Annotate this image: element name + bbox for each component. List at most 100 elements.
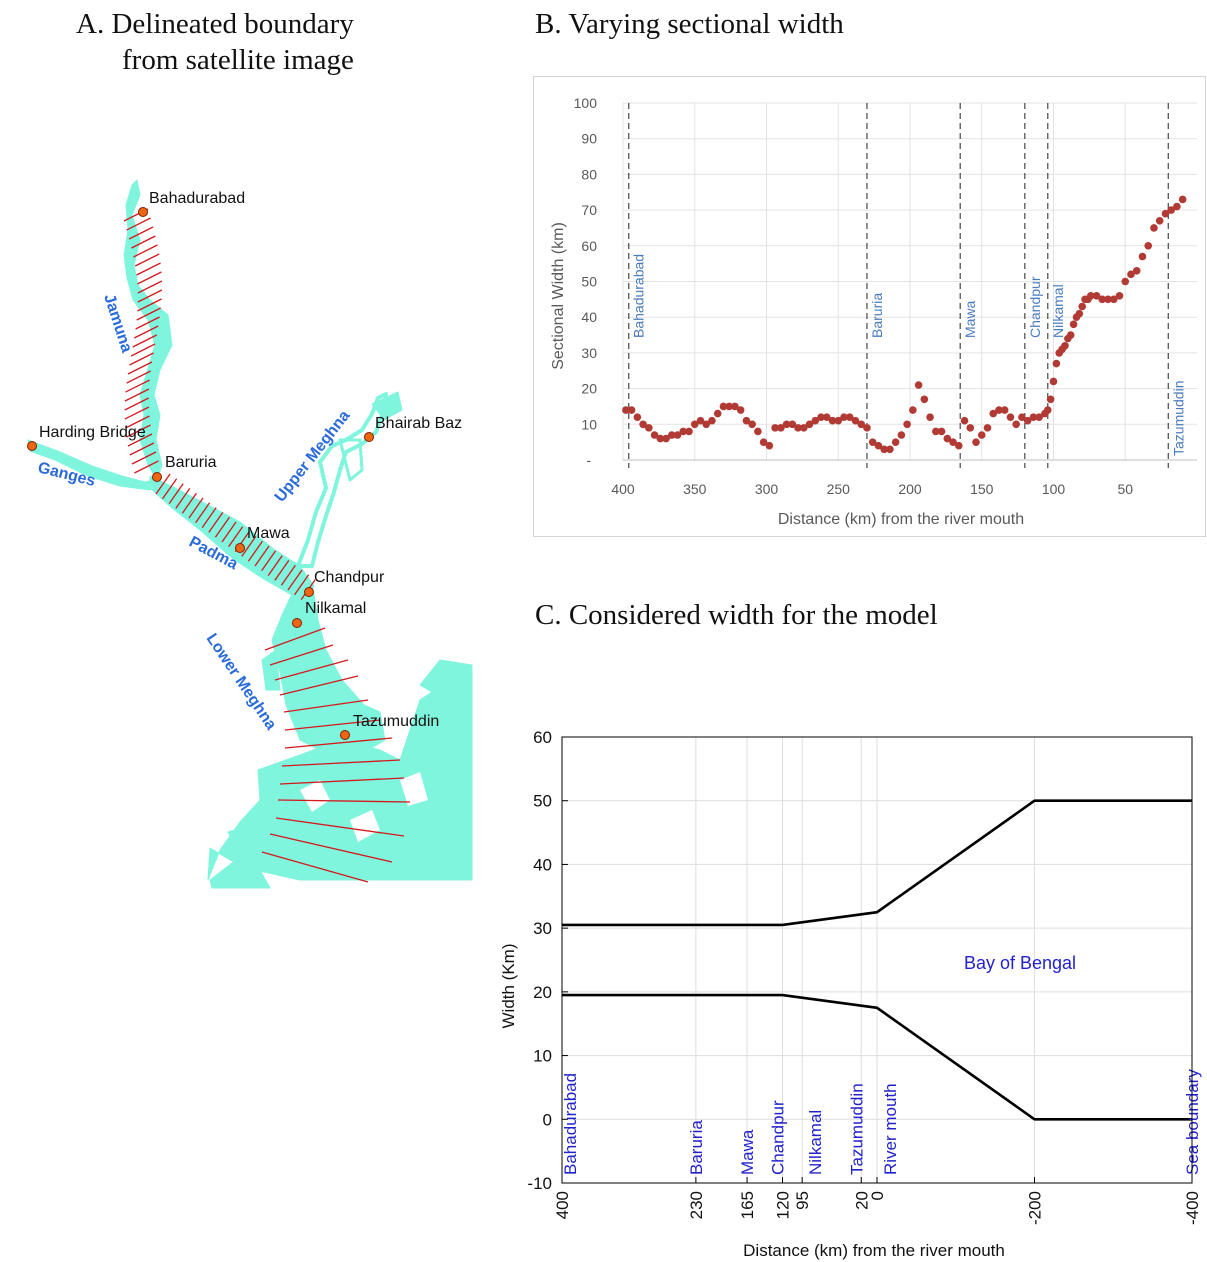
transect-line <box>155 473 171 495</box>
chart-b-point <box>1069 320 1078 329</box>
chart-b-point <box>949 438 957 446</box>
chart-b-point <box>1161 209 1170 218</box>
chart-b-y-tick: 100 <box>574 95 598 111</box>
chart-b-point <box>1178 195 1187 204</box>
chart-c-y-tick: -10 <box>527 1174 552 1193</box>
chart-c-x-tick: -200 <box>1026 1191 1045 1225</box>
chart-b-point <box>1121 277 1130 286</box>
chart-b-y-tick: 10 <box>581 416 597 432</box>
chart-c-x-tick: -400 <box>1183 1191 1202 1225</box>
chart-c-series-line <box>562 799 1192 927</box>
chart-b-point <box>754 427 762 436</box>
chart-b-point <box>840 413 848 421</box>
chart-b-point <box>679 427 688 436</box>
station-label: Nilkamal <box>305 600 366 617</box>
chart-b-point <box>1052 359 1061 368</box>
chart-b-x-tick: 150 <box>970 481 994 497</box>
chart-b-tick-labels: 10 20 30 40 50 60 70 80 90 100 - 400 350 300 250 200 150… <box>574 95 1134 497</box>
chart-b-point <box>1029 413 1038 421</box>
chart-b-station-label: Nilkamal <box>1050 284 1066 338</box>
chart-c-station-label: Mawa <box>738 1129 757 1175</box>
chart-c-station-label: Chandpur <box>769 1100 788 1175</box>
station-label: Mawa <box>247 525 290 542</box>
chart-b-point <box>1000 406 1009 414</box>
transect-line <box>214 516 230 538</box>
chart-c-x-tick: 20 <box>852 1191 871 1210</box>
chart-c-annotation: Bay of Bengal <box>964 953 1076 973</box>
chart-c-series <box>562 799 1192 1121</box>
chart-b-grid <box>622 102 1197 461</box>
station-chandpur-marker <box>304 587 314 597</box>
chart-b-point <box>932 427 940 436</box>
chart-c-x-tick: 400 <box>553 1191 572 1219</box>
chart-c-grid <box>561 736 1193 1184</box>
chart-b-point <box>943 434 952 443</box>
chart-b-point <box>696 416 705 425</box>
lower-transects <box>261 627 411 883</box>
chart-b-point <box>690 420 699 429</box>
chart-b-point <box>627 406 636 414</box>
transect-line <box>125 379 150 393</box>
panel-a-title-line2: from satellite image <box>122 44 354 76</box>
chart-b-point <box>857 420 866 429</box>
chart-c-y-tick: 10 <box>533 1047 552 1066</box>
station-label: Harding Bridge <box>39 424 146 441</box>
chart-c-station-label: Tazumuddin <box>847 1083 866 1175</box>
chart-b-point <box>1115 291 1124 300</box>
station-markers <box>27 207 374 740</box>
chart-b-point <box>972 438 980 446</box>
chart-b-y-tick: 50 <box>581 274 597 290</box>
chart-b-point <box>851 416 860 425</box>
transect-lines <box>123 208 316 600</box>
chart-b-point <box>633 413 642 421</box>
transect-line <box>208 512 224 533</box>
station-label: Chandpur <box>314 569 385 586</box>
chart-b-y-tick: 40 <box>581 309 597 325</box>
chart-b-point <box>731 402 739 411</box>
chart-c-y-tick: 50 <box>533 792 552 811</box>
chart-b-point <box>765 441 774 450</box>
chart-c-y-tick: 30 <box>533 919 552 938</box>
chart-b-y-axis-label: Sectional Width (km) <box>550 222 567 370</box>
transect-line <box>133 244 158 258</box>
transect-line <box>134 253 160 267</box>
station-nilkamal-marker <box>292 618 302 628</box>
station-harding-bridge-marker <box>27 441 37 451</box>
chart-b-y-tick: - <box>586 452 591 468</box>
chart-c-x-tick: 0 <box>868 1191 887 1200</box>
chart-b-point <box>834 416 843 425</box>
chart-b-point <box>1132 266 1141 275</box>
chart-b-point <box>1049 377 1058 386</box>
chart-b-x-axis-label: Distance (km) from the river mouth <box>778 511 1024 528</box>
chart-b-point <box>777 424 785 432</box>
chart-b-point <box>817 413 825 421</box>
chart-b-point <box>800 424 808 432</box>
transect-line <box>136 262 161 276</box>
chart-b-point <box>1173 202 1181 211</box>
chart-b-point <box>1155 217 1164 225</box>
transect-line <box>188 497 204 519</box>
chart-c-axes-box <box>561 736 1193 1184</box>
chart-b-point <box>794 424 802 432</box>
transect-line <box>181 492 197 514</box>
chart-b-point <box>719 402 728 411</box>
chart-b-point <box>713 409 722 418</box>
chart-c-x-axis-label: Distance (km) from the river mouth <box>743 1241 1005 1260</box>
transect-line <box>274 560 290 581</box>
chart-b-point <box>1104 295 1112 304</box>
chart-b-point <box>1087 291 1095 300</box>
chart-b-point <box>725 402 733 411</box>
chart-b-x-tick: 50 <box>1117 481 1133 497</box>
transect-line <box>137 298 162 312</box>
chart-b-point <box>708 416 716 425</box>
chart-b-point <box>909 406 917 414</box>
chart-c-station-label: Baruria <box>687 1120 706 1175</box>
chart-b-point <box>650 431 659 439</box>
chart-b-point <box>1023 416 1032 425</box>
chart-b-point <box>702 420 711 429</box>
station-tazumuddin-marker <box>340 730 350 740</box>
transect-line <box>129 442 155 456</box>
chart-c-x-tick: 120 <box>774 1191 793 1219</box>
water-body <box>27 179 473 889</box>
chart-b-station-label: Chandpur <box>1027 276 1043 338</box>
